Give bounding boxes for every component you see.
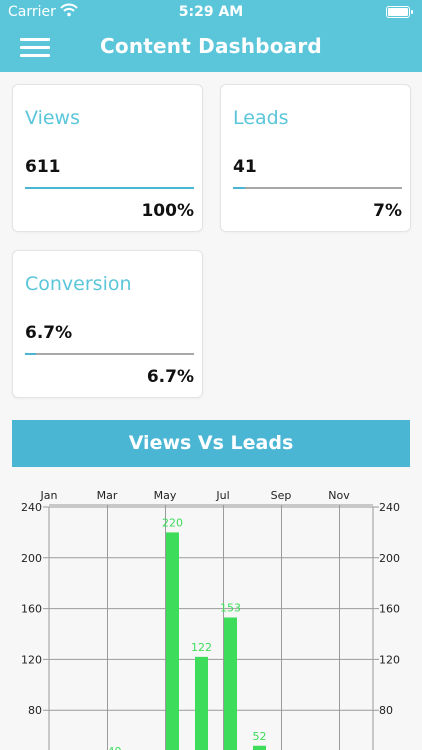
views-label: Views (25, 107, 80, 129)
y-tick-label-left: 80 (28, 704, 42, 717)
y-tick-label-right: 120 (379, 653, 400, 666)
bar (224, 617, 237, 750)
bar-value-label: 153 (220, 601, 241, 614)
x-tick-label: Mar (97, 489, 118, 502)
views-vs-leads-chart: Jan Mar May Jul Sep Nov 240 240 200 200 160 160 120 1… (21, 489, 400, 750)
y-tick-label-right: 160 (379, 603, 400, 616)
conversion-value: 6.7% (25, 323, 73, 343)
battery-icon (386, 6, 413, 18)
x-tick-label: Jul (215, 489, 229, 502)
carrier-label: Carrier (8, 4, 56, 20)
hamburger-menu-icon[interactable] (20, 38, 50, 58)
y-tick-label-left: 120 (21, 653, 42, 666)
status-time: 5:29 AM (178, 4, 244, 20)
y-tick-label-left: 160 (21, 603, 42, 616)
chart-header: Views Vs Leads (12, 420, 410, 467)
y-tick-label-left: 240 (21, 501, 42, 514)
views-card[interactable]: Views 611 100% (12, 84, 203, 232)
x-tick-label: Nov (328, 489, 350, 502)
bar (166, 532, 179, 750)
leads-percent: 7% (373, 201, 402, 221)
views-value: 611 (25, 157, 61, 177)
y-tick-label-right: 240 (379, 501, 400, 514)
wifi-icon (60, 3, 78, 21)
bar-value-label: 122 (191, 641, 212, 654)
leads-label: Leads (233, 107, 289, 129)
status-bar: Carrier 5:29 AM (0, 0, 422, 24)
x-tick-label: Jan (40, 489, 58, 502)
bar-value-label: 52 (253, 730, 267, 743)
views-progress-fill (25, 187, 194, 189)
conversion-card[interactable]: Conversion 6.7% 6.7% (12, 250, 203, 398)
leads-progress-track (233, 187, 402, 189)
bar (253, 745, 266, 750)
x-tick-label: Sep (271, 489, 292, 502)
x-tick-label: May (154, 489, 177, 502)
page-title: Content Dashboard (100, 34, 322, 58)
conversion-progress-track (25, 353, 194, 355)
conversion-progress-fill (25, 353, 37, 355)
nav-bar: Content Dashboard (0, 24, 422, 72)
y-tick-label-right: 80 (379, 704, 393, 717)
leads-card[interactable]: Leads 41 7% (220, 84, 411, 232)
leads-value: 41 (233, 157, 257, 177)
conversion-percent: 6.7% (146, 367, 194, 387)
y-tick-label-left: 200 (21, 552, 42, 565)
leads-progress-fill (233, 187, 245, 189)
y-tick-label-right: 200 (379, 552, 400, 565)
bar-value-label: 40 (108, 745, 122, 750)
views-percent: 100% (141, 201, 194, 221)
views-progress-track (25, 187, 194, 189)
conversion-label: Conversion (25, 273, 132, 295)
bar-value-label: 220 (162, 516, 183, 529)
bar (195, 656, 208, 750)
